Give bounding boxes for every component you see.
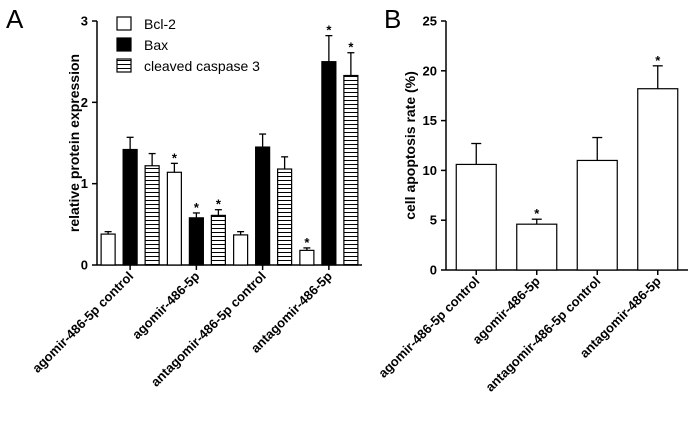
y-tick-label: 15	[423, 113, 437, 128]
bar	[144, 165, 160, 266]
legend-label: Bcl-2	[144, 16, 176, 32]
x-category-label: agomir-486-5p control	[375, 274, 482, 381]
significance-marker: *	[655, 53, 661, 68]
bar	[455, 163, 497, 271]
y-axis-title: cell apoptosis rate (%)	[402, 71, 418, 220]
significance-marker: *	[534, 206, 540, 221]
bar	[166, 171, 182, 266]
bar	[122, 148, 138, 266]
y-tick-label: 5	[430, 213, 437, 228]
bar	[277, 168, 293, 266]
y-tick-label: 25	[423, 14, 437, 29]
bar	[516, 223, 558, 271]
bar	[255, 146, 271, 266]
y-tick-label: 0	[430, 263, 437, 278]
significance-marker: *	[304, 235, 310, 250]
bar	[321, 61, 337, 266]
x-category-label: antagomir-486-5p control	[482, 274, 603, 395]
legend-swatch	[116, 37, 132, 52]
y-tick-label: 2	[81, 95, 88, 110]
legend-swatch	[116, 16, 132, 31]
x-category-label: agomir-486-5p control	[29, 269, 136, 376]
bar	[343, 74, 359, 266]
significance-marker: *	[172, 150, 178, 165]
bar	[233, 234, 249, 266]
y-tick-label: 1	[81, 176, 88, 191]
bar	[188, 217, 204, 266]
significance-marker: *	[194, 200, 200, 215]
legend-label: cleaved caspase 3	[144, 58, 260, 74]
y-tick-label: 20	[423, 63, 437, 78]
panel-a-letter: A	[6, 4, 24, 34]
chart-panel-a: 0 1 2 3 relative protein expression agomir-48…	[29, 14, 362, 390]
bar	[100, 233, 116, 266]
significance-marker: *	[348, 40, 354, 55]
bar	[576, 159, 618, 271]
x-category-label: antagomir-486-5p control	[148, 269, 269, 390]
y-axis-title: relative protein expression	[66, 54, 82, 232]
bar	[299, 249, 315, 266]
y-tick-label: 3	[81, 14, 88, 29]
significance-marker: *	[216, 197, 222, 212]
significance-marker: *	[326, 23, 332, 38]
bar	[637, 88, 679, 271]
legend-swatch	[116, 58, 132, 73]
x-category-label: agomir-486-5p	[129, 268, 202, 341]
chart-panel-b: 0 5 10 15 20 25 cell apoptosis rate (%) agomir-…	[375, 14, 688, 395]
y-tick-label: 10	[423, 163, 437, 178]
y-tick-label: 0	[81, 258, 88, 273]
panel-b-letter: B	[384, 4, 401, 34]
bar	[210, 214, 226, 266]
legend-label: Bax	[144, 37, 168, 53]
